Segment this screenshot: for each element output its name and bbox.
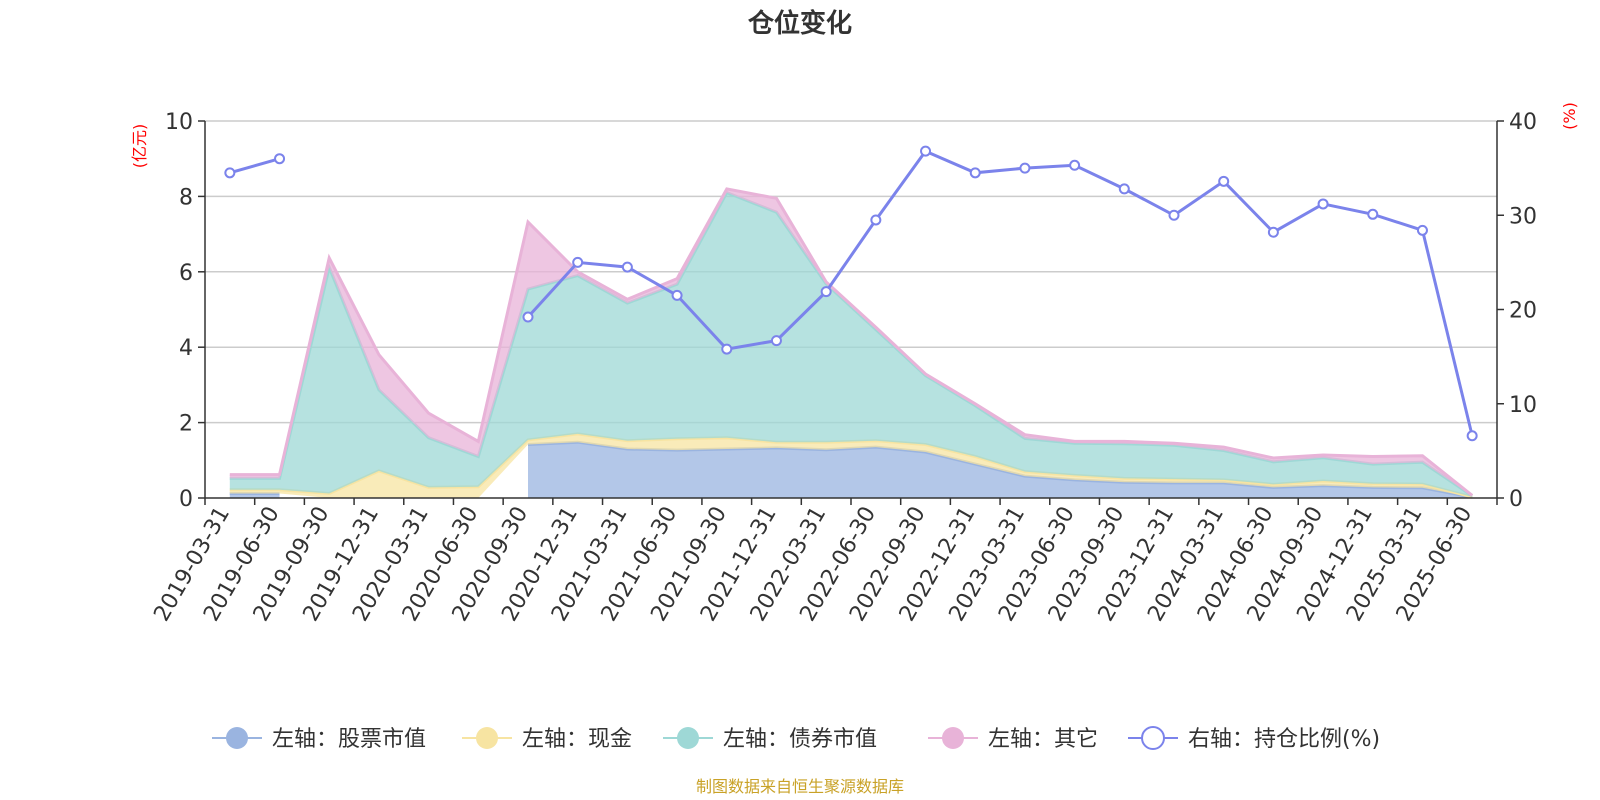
legend-item[interactable]: 左轴：其它 xyxy=(928,727,1098,752)
legend-label: 左轴：股票市值 xyxy=(272,727,426,752)
right-tick-label: 20 xyxy=(1509,299,1537,324)
legend-label: 左轴：债券市值 xyxy=(723,727,877,752)
left-tick-label: 10 xyxy=(165,110,193,135)
source-note: 制图数据来自恒生聚源数据库 xyxy=(696,777,904,796)
left-tick-label: 0 xyxy=(179,487,193,512)
left-tick-label: 2 xyxy=(179,412,193,437)
left-tick-label: 4 xyxy=(179,336,193,361)
line-point xyxy=(1317,198,1329,210)
area-fill xyxy=(229,192,1473,497)
area-fill xyxy=(229,188,1473,496)
left-tick-label: 6 xyxy=(179,261,193,286)
line-point xyxy=(274,153,286,165)
area-fill xyxy=(229,433,1473,498)
right-tick-label: 10 xyxy=(1509,393,1537,418)
right-tick-label: 30 xyxy=(1509,204,1537,229)
legend[interactable]: 左轴：股票市值 左轴：现金 左轴：债券市值 左轴：其它 右轴：持仓比例(%) xyxy=(212,726,1380,752)
line-point xyxy=(1118,183,1130,195)
line-point xyxy=(671,289,683,301)
legend-swatch-icon xyxy=(677,727,699,749)
legend-swatch-icon xyxy=(226,727,248,749)
legend-item[interactable]: 左轴：债券市值 xyxy=(663,727,877,752)
area-series xyxy=(229,187,1474,499)
legend-swatch-icon xyxy=(476,727,498,749)
line-point xyxy=(820,286,832,298)
legend-swatch-icon xyxy=(942,727,964,749)
left-axis-unit: (亿元) xyxy=(130,124,149,169)
right-tick-label: 40 xyxy=(1509,110,1537,135)
legend-label: 右轴：持仓比例(%) xyxy=(1188,727,1380,752)
line-path xyxy=(526,149,1474,437)
line-point xyxy=(572,256,584,268)
legend-swatch-icon xyxy=(1141,726,1165,750)
line-series xyxy=(224,145,1478,442)
area-series-group xyxy=(229,187,1474,497)
line-point xyxy=(920,145,932,157)
left-tick-label: 8 xyxy=(179,185,193,210)
legend-label: 左轴：其它 xyxy=(988,727,1098,752)
line-point xyxy=(1367,208,1379,220)
line-point xyxy=(1416,224,1428,236)
line-point xyxy=(522,311,534,323)
legend-label: 左轴：现金 xyxy=(522,727,632,752)
grid-lines xyxy=(205,120,1497,424)
legend-item[interactable]: 左轴：现金 xyxy=(462,727,632,752)
line-point xyxy=(224,167,236,179)
line-point xyxy=(721,343,733,355)
line-point xyxy=(1218,175,1230,187)
chart-title: 仓位变化 xyxy=(747,8,852,39)
right-tick-label: 0 xyxy=(1509,487,1523,512)
line-point xyxy=(1168,209,1180,221)
line-path xyxy=(229,157,280,175)
area-edge xyxy=(229,187,1474,497)
line-point xyxy=(621,261,633,273)
legend-item[interactable]: 左轴：股票市值 xyxy=(212,727,426,752)
line-point xyxy=(1466,430,1478,442)
line-point xyxy=(1069,159,1081,171)
line-point xyxy=(969,167,981,179)
right-axis-unit: (%) xyxy=(1560,102,1579,130)
line-point xyxy=(770,335,782,347)
legend-item[interactable]: 右轴：持仓比例(%) xyxy=(1128,726,1380,752)
holding-ratio-line xyxy=(224,145,1478,442)
line-point xyxy=(1267,226,1279,238)
line-point xyxy=(870,214,882,226)
line-point xyxy=(1019,162,1031,174)
